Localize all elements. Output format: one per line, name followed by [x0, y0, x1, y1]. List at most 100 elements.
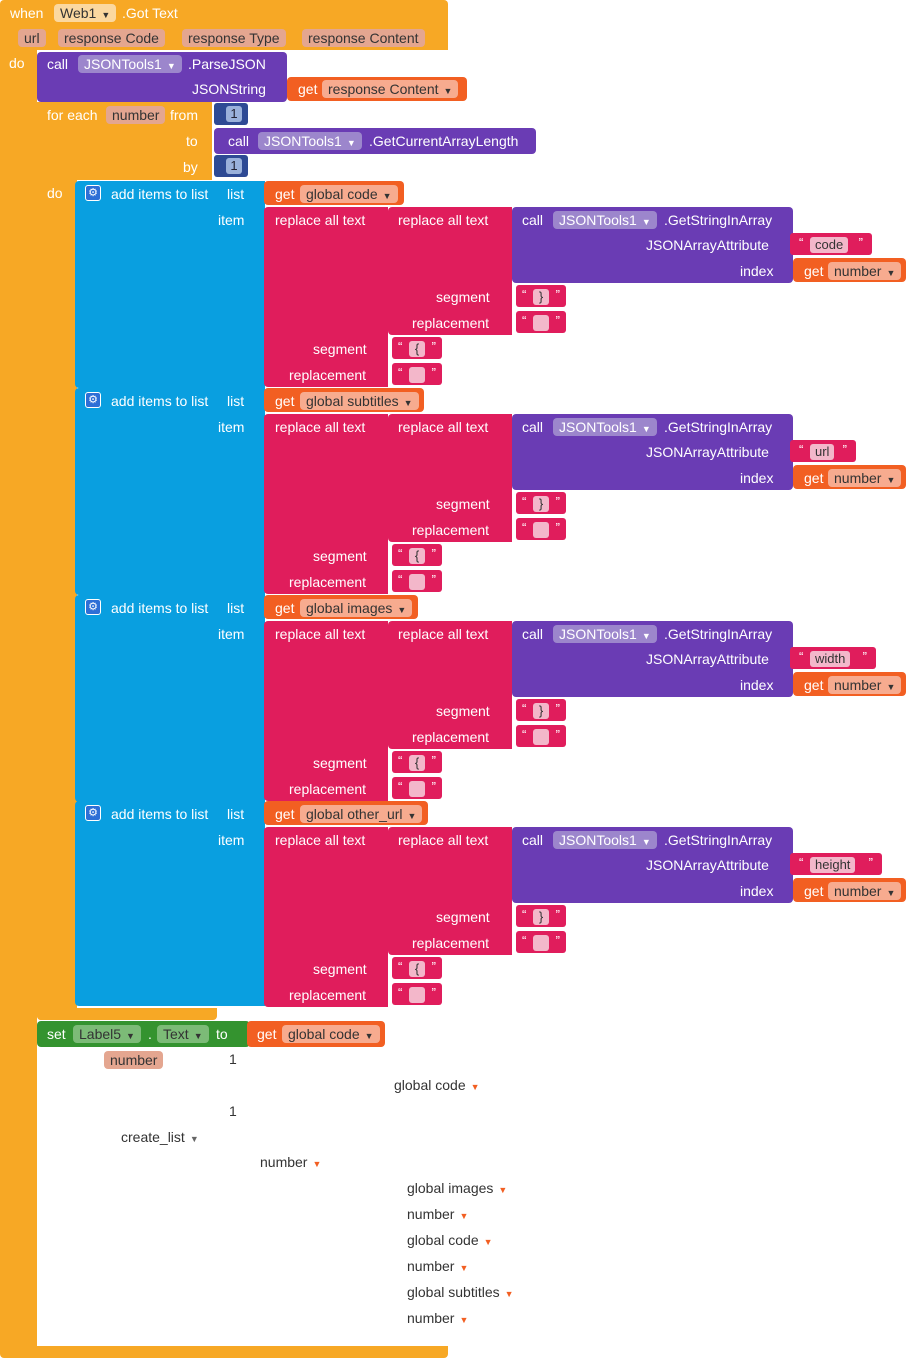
string-value[interactable]: [409, 781, 425, 797]
response-content-dropdown[interactable]: response Content ▼: [322, 80, 459, 98]
attr-string-block[interactable]: “ code ”: [790, 233, 872, 255]
list-var-dropdown[interactable]: global code ▼: [300, 185, 398, 203]
stray-number-d[interactable]: number ▼: [407, 1310, 469, 1326]
replace-outer-block[interactable]: [264, 414, 388, 594]
param-response-content[interactable]: response Content: [302, 29, 425, 47]
segment-string-block[interactable]: “ {”: [392, 957, 442, 979]
list-var-dropdown[interactable]: global images ▼: [300, 599, 413, 617]
replace-inner-block[interactable]: [388, 414, 512, 542]
set-label-block[interactable]: [37, 1021, 250, 1047]
from-number-block[interactable]: 1: [214, 103, 248, 125]
param-response-type[interactable]: response Type: [182, 29, 286, 47]
attr-value[interactable]: height: [810, 857, 856, 873]
string-value[interactable]: {: [409, 341, 425, 357]
set-global-code-dropdown[interactable]: global code ▼: [282, 1025, 380, 1043]
replacement-string-block[interactable]: “”: [392, 570, 442, 592]
string-value[interactable]: [409, 574, 425, 590]
item-label: item: [218, 419, 245, 435]
replacement-string-block[interactable]: “”: [516, 518, 566, 540]
segment-string-block[interactable]: “} ”: [516, 285, 566, 307]
stray-create-list[interactable]: create_list ▼: [121, 1129, 199, 1145]
string-value[interactable]: [533, 522, 549, 538]
for-each-block[interactable]: [37, 102, 77, 1020]
gear-icon[interactable]: ⚙: [85, 185, 101, 201]
json-array-attr-label: JSONArrayAttribute: [646, 444, 769, 460]
add-items-block[interactable]: [75, 388, 265, 595]
by-number-block[interactable]: 1: [214, 155, 248, 177]
string-value[interactable]: [533, 315, 549, 331]
param-response-code[interactable]: response Code: [58, 29, 165, 47]
parse-component-dropdown[interactable]: JSONTools1 ▼: [78, 55, 182, 73]
gsa-component-dropdown[interactable]: JSONTools1 ▼: [553, 418, 657, 436]
segment-string-block[interactable]: “} ”: [516, 699, 566, 721]
label5-dropdown[interactable]: Label5 ▼: [73, 1025, 141, 1043]
gear-icon[interactable]: ⚙: [85, 805, 101, 821]
attr-string-block[interactable]: “ url ”: [790, 440, 856, 462]
from-number-value[interactable]: 1: [226, 106, 242, 122]
segment-string-block[interactable]: “ {”: [392, 751, 442, 773]
string-value[interactable]: [409, 367, 425, 383]
by-number-value[interactable]: 1: [226, 158, 242, 174]
string-value[interactable]: }: [533, 909, 549, 925]
param-url[interactable]: url: [18, 29, 46, 47]
string-value[interactable]: [533, 935, 549, 951]
add-items-block[interactable]: [75, 595, 265, 802]
segment-string-block[interactable]: “} ”: [516, 492, 566, 514]
string-value[interactable]: {: [409, 961, 425, 977]
attr-value[interactable]: url: [810, 444, 835, 460]
gsa-component-dropdown[interactable]: JSONTools1 ▼: [553, 211, 657, 229]
attr-value[interactable]: code: [810, 237, 849, 253]
gsa-component-dropdown[interactable]: JSONTools1 ▼: [553, 831, 657, 849]
gear-icon[interactable]: ⚙: [85, 599, 101, 615]
stray-number-c[interactable]: number ▼: [407, 1258, 469, 1274]
text-prop-dropdown[interactable]: Text ▼: [157, 1025, 209, 1043]
gsa-component-dropdown[interactable]: JSONTools1 ▼: [553, 625, 657, 643]
segment-string-block[interactable]: “ {”: [392, 337, 442, 359]
replacement-string-block[interactable]: “”: [516, 725, 566, 747]
replacement-string-block[interactable]: “”: [392, 363, 442, 385]
length-component-dropdown[interactable]: JSONTools1 ▼: [258, 132, 362, 150]
stray-global-code-b[interactable]: global code ▼: [407, 1232, 493, 1248]
string-value[interactable]: [409, 987, 425, 1003]
string-value[interactable]: }: [533, 496, 549, 512]
list-var-dropdown[interactable]: global subtitles ▼: [300, 392, 419, 410]
number-var-dropdown[interactable]: number ▼: [828, 676, 902, 694]
replace-outer-block[interactable]: [264, 621, 388, 801]
string-value[interactable]: }: [533, 289, 549, 305]
string-value[interactable]: {: [409, 548, 425, 564]
string-value[interactable]: {: [409, 755, 425, 771]
add-items-block[interactable]: [75, 801, 265, 1006]
list-var-dropdown[interactable]: global other_url ▼: [300, 805, 423, 823]
quote-open: “: [522, 907, 527, 922]
replace-inner-block[interactable]: [388, 621, 512, 749]
replacement-string-block[interactable]: “”: [516, 931, 566, 953]
stray-number-b[interactable]: number ▼: [407, 1206, 469, 1222]
replace-outer-block[interactable]: [264, 207, 388, 387]
replace-inner-block[interactable]: [388, 827, 512, 955]
component-dropdown-web1[interactable]: Web1 ▼: [54, 4, 117, 22]
stray-number-chip[interactable]: number: [104, 1051, 164, 1069]
string-value[interactable]: [533, 729, 549, 745]
segment-string-block[interactable]: “ {”: [392, 544, 442, 566]
attr-value[interactable]: width: [810, 651, 851, 667]
replacement-string-block[interactable]: “”: [392, 983, 442, 1005]
stray-global-subtitles[interactable]: global subtitles ▼: [407, 1284, 514, 1300]
replace-inner-block[interactable]: [388, 207, 512, 335]
string-value[interactable]: }: [533, 703, 549, 719]
number-var-dropdown[interactable]: number ▼: [828, 262, 902, 280]
number-var-dropdown[interactable]: number ▼: [828, 469, 902, 487]
attr-string-block[interactable]: “ height ”: [790, 853, 882, 875]
replacement-string-block[interactable]: “”: [392, 777, 442, 799]
stray-global-code[interactable]: global code ▼: [394, 1077, 480, 1093]
attr-string-block[interactable]: “ width ”: [790, 647, 876, 669]
number-var-dropdown[interactable]: number ▼: [828, 882, 902, 900]
add-items-block[interactable]: [75, 181, 265, 388]
stray-number-a[interactable]: number ▼: [260, 1154, 322, 1170]
chevron-down-icon: ▼: [886, 888, 896, 898]
stray-global-images[interactable]: global images ▼: [407, 1180, 508, 1196]
replace-outer-block[interactable]: [264, 827, 388, 1007]
gear-icon[interactable]: ⚙: [85, 392, 101, 408]
segment-string-block[interactable]: “} ”: [516, 905, 566, 927]
loop-var-chip[interactable]: number: [106, 106, 166, 124]
replacement-string-block[interactable]: “”: [516, 311, 566, 333]
